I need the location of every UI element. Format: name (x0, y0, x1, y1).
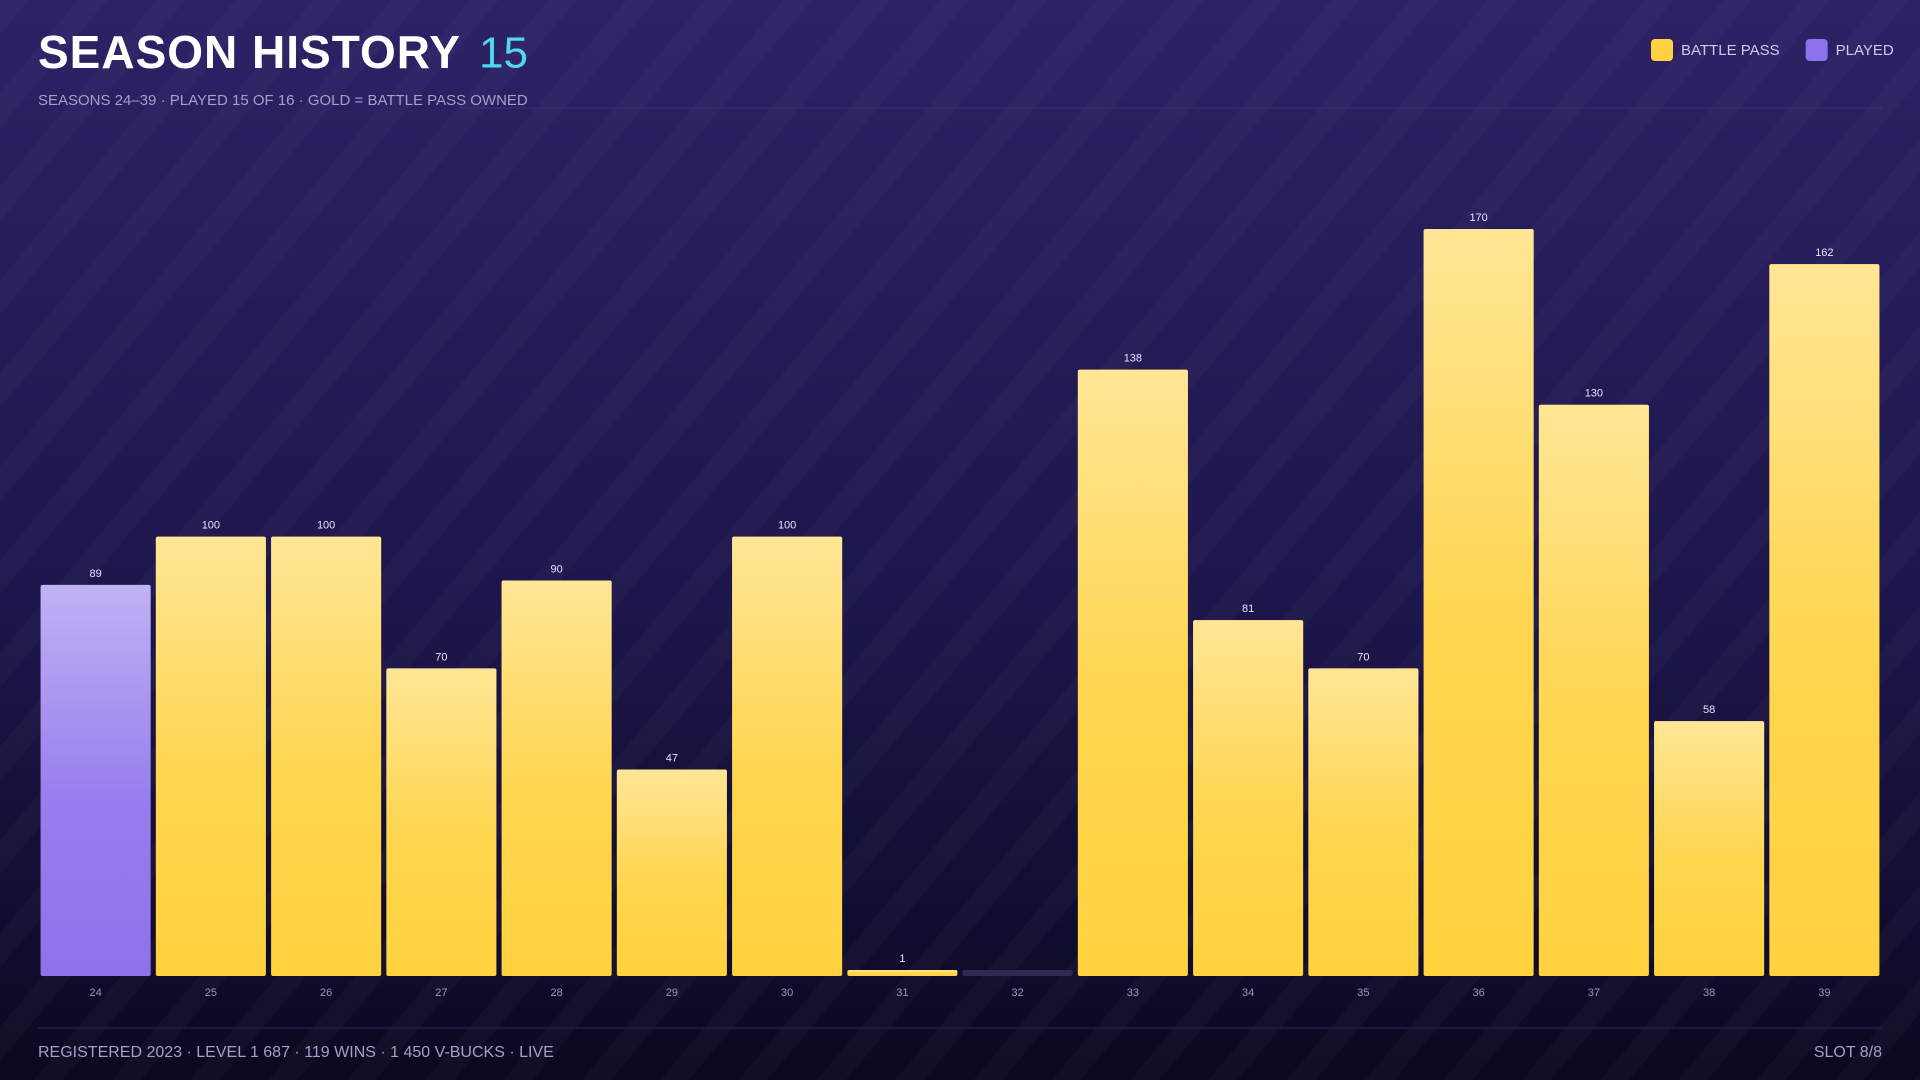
value-label: 47 (666, 752, 678, 764)
bar-shine (1193, 620, 1304, 976)
value-label: 162 (1815, 247, 1833, 259)
value-label: 100 (202, 519, 220, 531)
x-tick-label: 35 (1357, 987, 1369, 999)
value-label: 100 (317, 519, 335, 531)
bar-shine (40, 584, 151, 976)
value-label: 89 (90, 568, 102, 580)
bar-shine (501, 580, 612, 976)
legend-label: BATTLE PASS (1681, 42, 1780, 59)
legend-label: PLAYED (1836, 42, 1894, 59)
bar-shine (155, 536, 266, 976)
played-count: 15 (479, 29, 528, 78)
legend-swatch (1805, 39, 1828, 61)
x-tick-label: 26 (320, 987, 332, 999)
value-label: 58 (1703, 704, 1715, 716)
x-tick-label: 27 (435, 987, 447, 999)
bar-shine (271, 536, 382, 976)
x-tick-label: 24 (90, 987, 102, 999)
x-tick-label: 30 (781, 987, 793, 999)
value-label: 70 (1357, 651, 1369, 663)
legend: BATTLE PASS PLAYED (1651, 39, 1894, 61)
value-label: 130 (1585, 388, 1603, 400)
x-tick-label: 34 (1242, 987, 1254, 999)
bar-shine (1769, 264, 1880, 976)
x-tick-label: 39 (1818, 987, 1830, 999)
x-tick-label: 28 (551, 987, 563, 999)
value-label: 170 (1469, 212, 1487, 224)
legend-swatch (1651, 39, 1673, 61)
value-label: 138 (1124, 353, 1142, 365)
bar-shine (386, 668, 497, 976)
bar-shine (1654, 721, 1765, 976)
value-label: 70 (435, 651, 447, 663)
empty-slot (962, 970, 1073, 976)
x-tick-label: 36 (1473, 987, 1485, 999)
footer-stats: REGISTERED 2023 · LEVEL 1 687 · 119 WINS… (38, 1044, 554, 1061)
bar-shine (1077, 369, 1188, 976)
value-label: 81 (1242, 603, 1254, 615)
x-tick-label: 29 (666, 987, 678, 999)
value-label: 1 (899, 953, 905, 965)
bar-shine (847, 970, 958, 976)
value-label: 100 (778, 519, 796, 531)
bar-shine (732, 536, 843, 976)
x-tick-label: 33 (1127, 987, 1139, 999)
title: SEASON HISTORY (38, 26, 461, 78)
bar-shine (1308, 668, 1419, 976)
bar-shine (1538, 404, 1649, 976)
x-tick-label: 38 (1703, 987, 1715, 999)
x-tick-label: 37 (1588, 987, 1600, 999)
bar-shine (1423, 229, 1534, 976)
x-tick-label: 31 (896, 987, 908, 999)
x-tick-label: 32 (1012, 987, 1024, 999)
x-tick-label: 25 (205, 987, 217, 999)
value-label: 90 (551, 563, 563, 575)
subtitle: SEASONS 24–39 · PLAYED 15 OF 16 · GOLD =… (38, 92, 528, 109)
bar-shine (616, 769, 727, 976)
slot-indicator: SLOT 8/8 (1814, 1044, 1882, 1061)
